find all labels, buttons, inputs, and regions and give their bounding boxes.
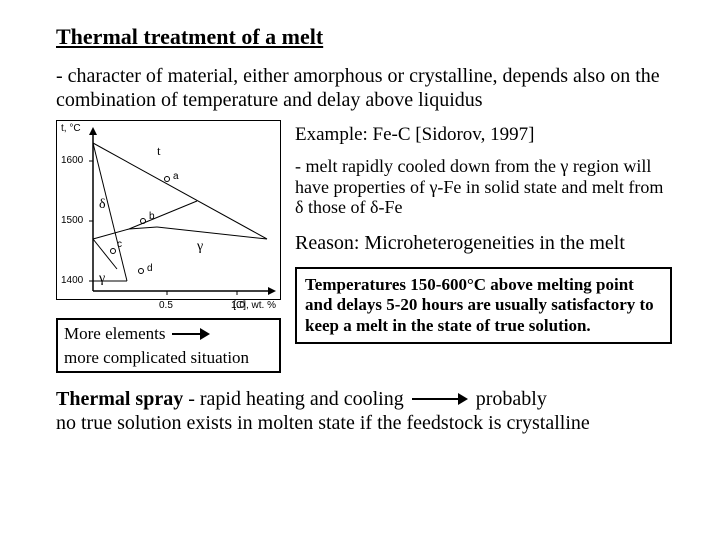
diagram-ylabel: t, °C bbox=[61, 123, 81, 134]
temperatures-box: Temperatures 150-600°C above melting poi… bbox=[295, 267, 672, 344]
left-column: t, °C 1600 1500 1400 0.5 1.0 [C], wt. % … bbox=[56, 120, 281, 373]
diagram-ytick-2: 1400 bbox=[61, 275, 83, 286]
spray-part-d: no true solution exists in molten state … bbox=[56, 411, 672, 435]
spray-part-b: - rapid heating and cooling bbox=[183, 388, 404, 410]
middle-row: t, °C 1600 1500 1400 0.5 1.0 [C], wt. % … bbox=[56, 120, 672, 373]
explanation-text: - melt rapidly cooled down from the γ re… bbox=[295, 156, 672, 218]
diagram-point-b: b bbox=[149, 211, 155, 222]
arrow-right-icon bbox=[172, 328, 210, 340]
right-column: Example: Fe-C [Sidorov, 1997] - melt rap… bbox=[295, 120, 672, 373]
diagram-point-c: c bbox=[117, 239, 122, 250]
intro-text: - character of material, either amorphou… bbox=[56, 64, 672, 112]
diagram-point-d: d bbox=[147, 263, 153, 274]
diagram-xlabel: [C], wt. % bbox=[233, 300, 276, 311]
arrow-right-icon bbox=[412, 393, 468, 405]
diagram-ytick-0: 1600 bbox=[61, 155, 83, 166]
diagram-phase-t: t bbox=[157, 143, 161, 159]
thermal-spray-text: Thermal spray - rapid heating and coolin… bbox=[56, 387, 672, 435]
phase-diagram: t, °C 1600 1500 1400 0.5 1.0 [C], wt. % … bbox=[56, 120, 281, 300]
example-text: Example: Fe-C [Sidorov, 1997] bbox=[295, 124, 672, 146]
diagram-phase-gamma-l: γ bbox=[99, 271, 105, 287]
reason-text: Reason: Microheterogeneities in the melt bbox=[295, 232, 672, 255]
more-elements-box: More elements more complicated situation bbox=[56, 318, 281, 373]
phase-diagram-svg bbox=[57, 121, 282, 301]
diagram-phase-delta: δ bbox=[99, 197, 106, 213]
spray-bold: Thermal spray bbox=[56, 388, 183, 410]
diagram-point-a: a bbox=[173, 171, 179, 182]
page-title: Thermal treatment of a melt bbox=[56, 24, 672, 50]
diagram-ytick-1: 1500 bbox=[61, 215, 83, 226]
more-elements-text-b: more complicated situation bbox=[64, 348, 249, 368]
diagram-xtick-0: 0.5 bbox=[159, 300, 173, 311]
more-elements-text-a: More elements bbox=[64, 324, 166, 344]
spray-part-c: probably bbox=[476, 387, 547, 411]
diagram-phase-gamma-r: γ bbox=[197, 239, 203, 255]
